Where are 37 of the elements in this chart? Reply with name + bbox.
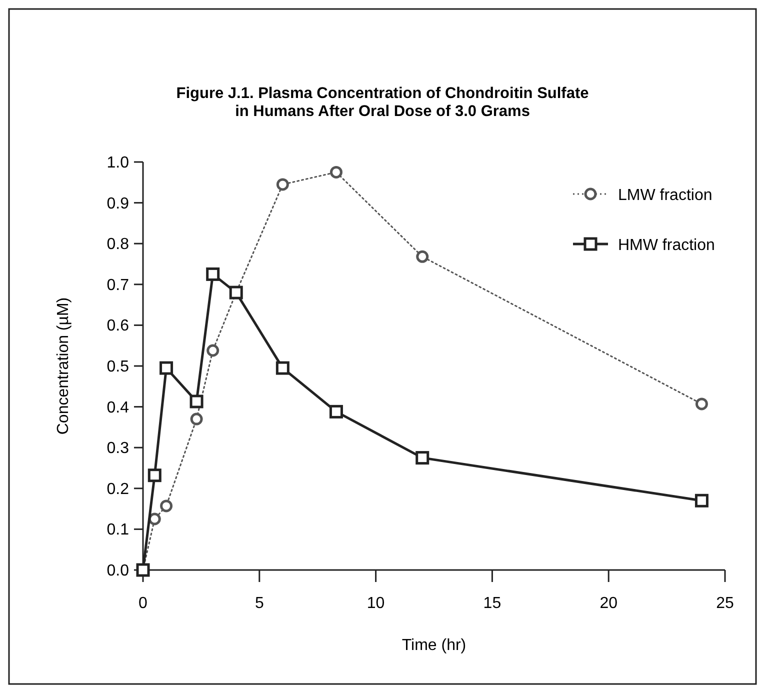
y-tick-label: 0.5 xyxy=(106,358,130,376)
x-tick-label: 15 xyxy=(483,595,502,612)
point xyxy=(160,500,173,512)
y-tick-label: 0.1 xyxy=(106,522,130,539)
y-tick-label: 0.3 xyxy=(106,440,130,458)
x-tick-label: 25 xyxy=(716,595,734,612)
point xyxy=(329,404,343,418)
point xyxy=(160,361,174,375)
chart-title: Figure J.1. Plasma Concentration of Chondroitin Sulfate in Humans After Oral Dose of 3.0 Grams xyxy=(176,85,590,120)
x-axis-title: Time (hr) xyxy=(402,637,466,654)
point xyxy=(206,344,220,357)
legend-label: HMW fraction xyxy=(618,237,715,254)
x-tick-label: 0 xyxy=(138,595,148,612)
point xyxy=(416,451,430,465)
y-axis-title: Concentration (µM) xyxy=(55,297,72,435)
point xyxy=(276,361,290,375)
y-tick-label: 0.0 xyxy=(106,562,130,580)
x-tick-label: 20 xyxy=(600,595,618,612)
legend-label: LMW fraction xyxy=(618,187,712,204)
x-tick-label: 5 xyxy=(254,595,264,612)
y-tick-label: 0.9 xyxy=(106,195,130,212)
point xyxy=(190,394,204,408)
y-tick-label: 0.6 xyxy=(106,318,130,335)
point xyxy=(416,250,429,263)
point xyxy=(276,178,289,191)
point xyxy=(694,494,708,508)
point xyxy=(206,267,220,281)
point xyxy=(148,468,162,482)
y-tick-label: 0.4 xyxy=(106,399,130,416)
y-tick-label: 0.8 xyxy=(106,236,130,254)
point xyxy=(695,398,708,410)
y-tick-label: 0.7 xyxy=(106,276,130,294)
x-tick-label: 10 xyxy=(366,595,385,612)
point xyxy=(190,412,203,426)
y-tick-label: 0.2 xyxy=(106,480,130,498)
y-tick-label: 1.0 xyxy=(106,154,130,172)
point xyxy=(330,166,342,178)
